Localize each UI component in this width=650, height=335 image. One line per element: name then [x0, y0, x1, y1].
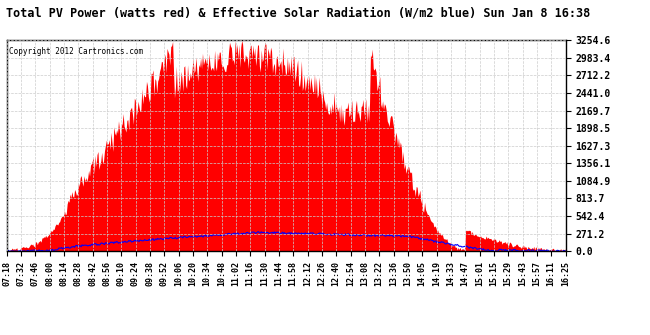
- Text: Total PV Power (watts red) & Effective Solar Radiation (W/m2 blue) Sun Jan 8 16:: Total PV Power (watts red) & Effective S…: [6, 7, 591, 20]
- Text: Copyright 2012 Cartronics.com: Copyright 2012 Cartronics.com: [9, 47, 144, 56]
